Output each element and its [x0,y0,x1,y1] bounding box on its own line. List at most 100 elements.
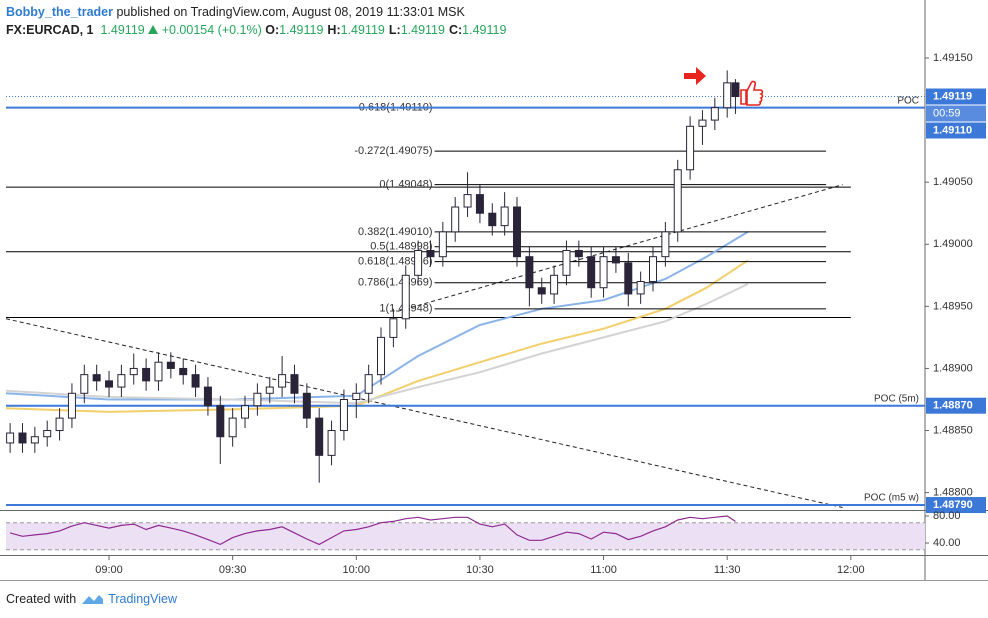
ohlc-value: 1.49119 [279,23,324,37]
candle-body [105,380,114,388]
ohlc-value: 1.49119 [340,23,385,37]
candle-body [611,256,620,264]
candle-body [142,367,151,382]
candle-body [686,125,695,171]
candle-body [475,194,484,214]
candle-body [731,82,740,98]
candle-body [129,367,138,376]
candle-body [228,417,237,438]
candle-body [327,430,336,456]
candle-body [117,374,126,388]
candle-body [377,336,386,376]
candle-body [723,82,732,109]
symbol: FX:EURCAD, 1 [6,23,94,37]
candle-body [500,206,509,227]
candle-body [426,249,435,258]
candle-body [179,367,188,376]
price-tag [926,497,986,514]
candle-body [364,374,373,394]
x-tick-label: 09:00 [95,564,123,576]
candle-body [525,256,534,289]
trend-line [397,184,843,312]
countdown-tag [926,105,986,122]
candle-body [661,231,670,258]
y-tick-label: 1.48800 [933,487,973,499]
candle-body [574,249,583,258]
candle-body [562,249,571,276]
candle-body [698,119,707,127]
moving-average [6,259,749,413]
price-tag-label: 1.49119 [933,90,972,102]
candle-body [80,374,89,394]
poc-label: POC (5m) [874,393,919,404]
y-tick-label: 1.48900 [933,362,973,374]
rsi-tick-label: 80.00 [933,510,961,522]
moving-average [6,283,749,405]
y-tick-label: 1.48850 [933,424,973,436]
x-tick-label: 10:30 [466,564,494,576]
y-tick-label: 1.48950 [933,300,973,312]
candle-body [624,262,633,295]
footer-text: Created with [6,592,77,606]
y-tick-label: 1.49000 [933,238,973,250]
rsi-band [6,522,925,550]
candle-body [315,417,324,456]
candle-body [43,430,52,438]
price-tag-label: 1.48870 [933,400,973,412]
candle-body [278,374,287,388]
candle-body [6,432,15,444]
footer-brand: TradingView [108,592,177,606]
candle-body [438,231,447,258]
y-tick-label: 1.49150 [933,52,973,64]
candle-body [710,107,719,121]
candle-body [352,392,361,400]
header: Bobby_the_trader published on TradingVie… [6,3,510,39]
x-tick-label: 11:30 [714,564,741,576]
plot-area: -0.618(1.49110)-0.272(1.49075)0(1.49048)… [6,70,925,509]
last-price: 1.49119 [100,23,145,37]
price-tag [926,122,986,139]
ohlc-label: L: [388,23,401,37]
y-tick-label: 1.49050 [933,176,973,188]
candle-body [587,256,596,289]
candle-body [414,249,423,276]
candle-body [67,392,76,419]
published-info: published on TradingView.com, August 08,… [116,5,465,19]
candle-body [513,206,522,258]
candle-body [636,281,645,295]
trend-line [6,318,843,509]
poc-label: POC [897,95,919,106]
candle-body [550,274,559,295]
candle-body [18,432,27,444]
fib-label: 0.786(1.48969) [358,277,433,289]
candle-body [451,206,460,233]
candle-body [253,392,262,407]
red-arrow-icon [684,67,706,85]
ohlc-value: 1.49119 [400,23,445,37]
price-tag-label: 1.48790 [933,499,973,511]
candle-body [30,436,39,444]
rsi-tick-label: 40.00 [933,537,961,549]
chart-background [0,0,988,582]
candle-body [401,274,410,320]
candle-body [166,361,175,369]
candle-body [265,386,274,394]
ohlc-label: H: [327,23,341,37]
candle-body [488,212,497,227]
candle-body [154,361,163,382]
x-tick-label: 11:00 [590,564,617,576]
fib-label: 0.382(1.49010) [358,226,433,238]
candle-body [55,417,64,432]
header-line: Bobby_the_trader published on TradingVie… [6,3,510,21]
candle-body [389,318,398,338]
ohlc-label: C: [448,23,463,37]
candle-body [649,256,658,283]
symbol-line: FX:EURCAD, 1 1.49119 +0.00154 (+0.1%) O:… [6,21,510,39]
fib-label: 0.5(1.48998) [370,241,432,253]
candle-body [302,392,311,419]
candle-body [599,256,608,289]
candle-body [537,287,546,295]
ohlc-value: 1.49119 [462,23,507,37]
